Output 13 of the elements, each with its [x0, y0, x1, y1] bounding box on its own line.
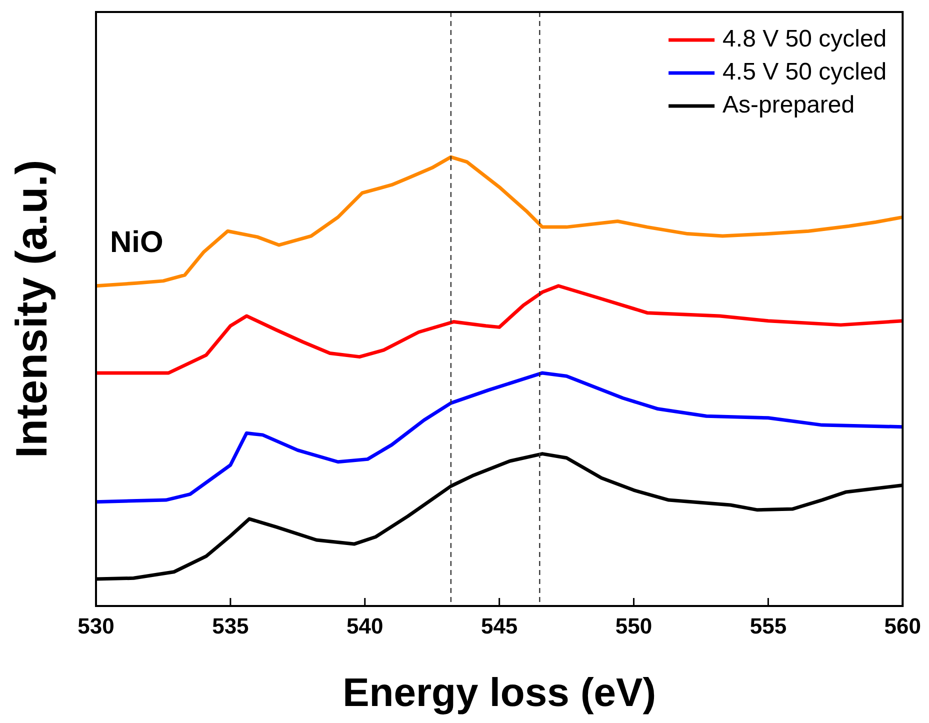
x-tick-label: 545: [480, 613, 518, 638]
x-tick-label: 550: [615, 613, 652, 638]
legend-label: As-prepared: [722, 92, 855, 119]
x-tick-label: 560: [884, 613, 922, 638]
x-tick-label: 535: [212, 613, 249, 638]
x-tick-label: 540: [346, 613, 384, 638]
annotation: NiO: [110, 226, 164, 259]
y-axis-title: Intensity (a.u.): [8, 160, 57, 458]
legend-label: 4.5 V 50 cycled: [722, 58, 887, 86]
legend-label: 4.8 V 50 cycled: [722, 26, 887, 53]
x-tick-label: 555: [750, 613, 787, 638]
x-axis-title: Energy loss (eV): [342, 671, 656, 716]
x-tick-label: 530: [78, 613, 114, 638]
